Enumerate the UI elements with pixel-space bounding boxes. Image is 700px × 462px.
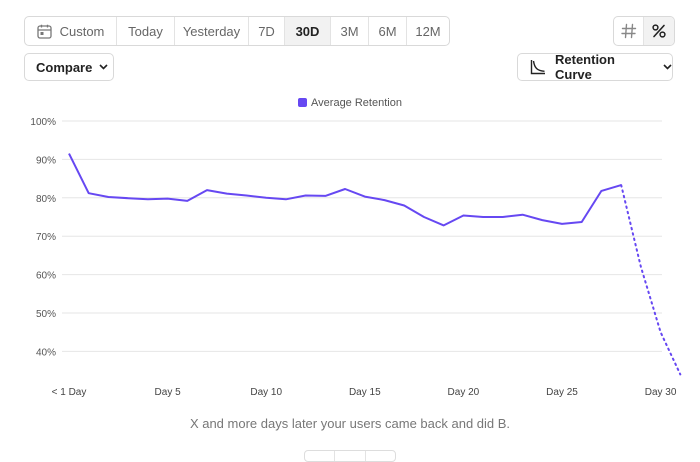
retention-curve-icon — [530, 59, 546, 75]
range-label: 30D — [295, 23, 320, 39]
data-point — [678, 372, 682, 376]
range-6m-button[interactable]: 6M — [369, 17, 407, 45]
data-point — [205, 188, 209, 192]
y-tick-label: 80% — [36, 194, 56, 205]
y-tick-label: 100% — [30, 117, 56, 128]
data-point — [521, 213, 525, 217]
range-12m-button[interactable]: 12M — [407, 17, 449, 45]
pagination-segment[interactable] — [366, 451, 395, 461]
range-label: Yesterday — [182, 23, 241, 39]
x-tick-label: Day 25 — [546, 387, 578, 398]
date-range-selector: Custom Today Yesterday 7D 30D 3M 6M 12M — [24, 16, 450, 46]
range-label: 7D — [258, 23, 275, 39]
y-tick-label: 40% — [36, 347, 56, 358]
data-point — [501, 215, 505, 219]
data-point — [481, 215, 485, 219]
data-point — [422, 215, 426, 219]
y-tick-label: 60% — [36, 271, 56, 282]
value-mode-toggle — [613, 16, 675, 46]
range-label: Today — [128, 23, 163, 39]
data-point — [580, 220, 584, 224]
range-label: 6M — [378, 23, 397, 39]
range-yesterday-button[interactable]: Yesterday — [175, 17, 249, 45]
data-point — [225, 192, 229, 196]
data-point — [442, 223, 446, 227]
x-tick-label: Day 15 — [349, 387, 381, 398]
data-point — [383, 198, 387, 202]
data-point — [146, 197, 150, 201]
data-point — [343, 187, 347, 191]
data-point — [106, 195, 110, 199]
y-tick-label: 50% — [36, 309, 56, 320]
percent-icon[interactable] — [644, 17, 674, 45]
data-point — [245, 194, 249, 198]
range-30d-button[interactable]: 30D — [285, 17, 331, 45]
x-tick-label: < 1 Day — [52, 387, 87, 398]
chart-legend[interactable]: Average Retention — [0, 97, 700, 109]
chevron-down-icon — [663, 64, 672, 70]
pagination-segment[interactable] — [335, 451, 366, 461]
x-tick-label: Day 20 — [448, 387, 480, 398]
pagination-segment[interactable] — [305, 451, 336, 461]
chart-caption: X and more days later your users came ba… — [189, 416, 511, 431]
retention-incomplete-segment — [620, 184, 682, 376]
pagination-control[interactable] — [304, 450, 396, 462]
data-point — [264, 196, 268, 200]
retention-curve-label: Retention Curve — [555, 52, 615, 82]
data-point — [304, 194, 308, 198]
data-point — [284, 197, 288, 201]
range-7d-button[interactable]: 7D — [249, 17, 285, 45]
data-point — [560, 222, 564, 226]
data-point — [87, 191, 91, 195]
range-custom-button[interactable]: Custom — [25, 17, 117, 45]
number-icon[interactable] — [614, 17, 644, 45]
legend-label: Average Retention — [311, 97, 402, 109]
calendar-icon — [36, 24, 52, 39]
range-label: 12M — [415, 23, 441, 39]
chevron-down-icon — [99, 64, 108, 70]
range-today-button[interactable]: Today — [117, 17, 175, 45]
data-point — [599, 189, 603, 193]
data-point — [461, 214, 465, 218]
compare-label: Compare — [36, 59, 93, 75]
y-tick-label: 90% — [36, 155, 56, 166]
data-point — [126, 196, 130, 200]
data-point — [363, 195, 367, 199]
retention-curve-dropdown[interactable]: Retention Curve — [517, 52, 673, 82]
data-point — [323, 194, 327, 198]
x-tick-label: Day 5 — [155, 387, 182, 398]
x-tick-label: Day 10 — [250, 387, 282, 398]
data-point — [67, 152, 71, 156]
legend-swatch — [298, 98, 308, 107]
data-point — [540, 218, 544, 222]
range-label: Custom — [59, 23, 105, 39]
range-label: 3M — [340, 23, 359, 39]
x-tick-label: Day 30 — [645, 387, 677, 398]
retention-series-line — [68, 153, 622, 227]
data-point — [639, 265, 643, 269]
compare-dropdown[interactable]: Compare — [24, 53, 114, 81]
range-3m-button[interactable]: 3M — [331, 17, 369, 45]
data-point — [166, 197, 170, 201]
retention-line-chart: 100% 90% 80% 70% 60% 50% 40% < 1 Day Day 5 Day 10… — [30, 117, 682, 398]
data-point — [619, 183, 623, 187]
data-point — [185, 199, 189, 203]
data-point — [659, 330, 663, 334]
data-point — [402, 204, 406, 208]
y-tick-label: 70% — [36, 232, 56, 243]
